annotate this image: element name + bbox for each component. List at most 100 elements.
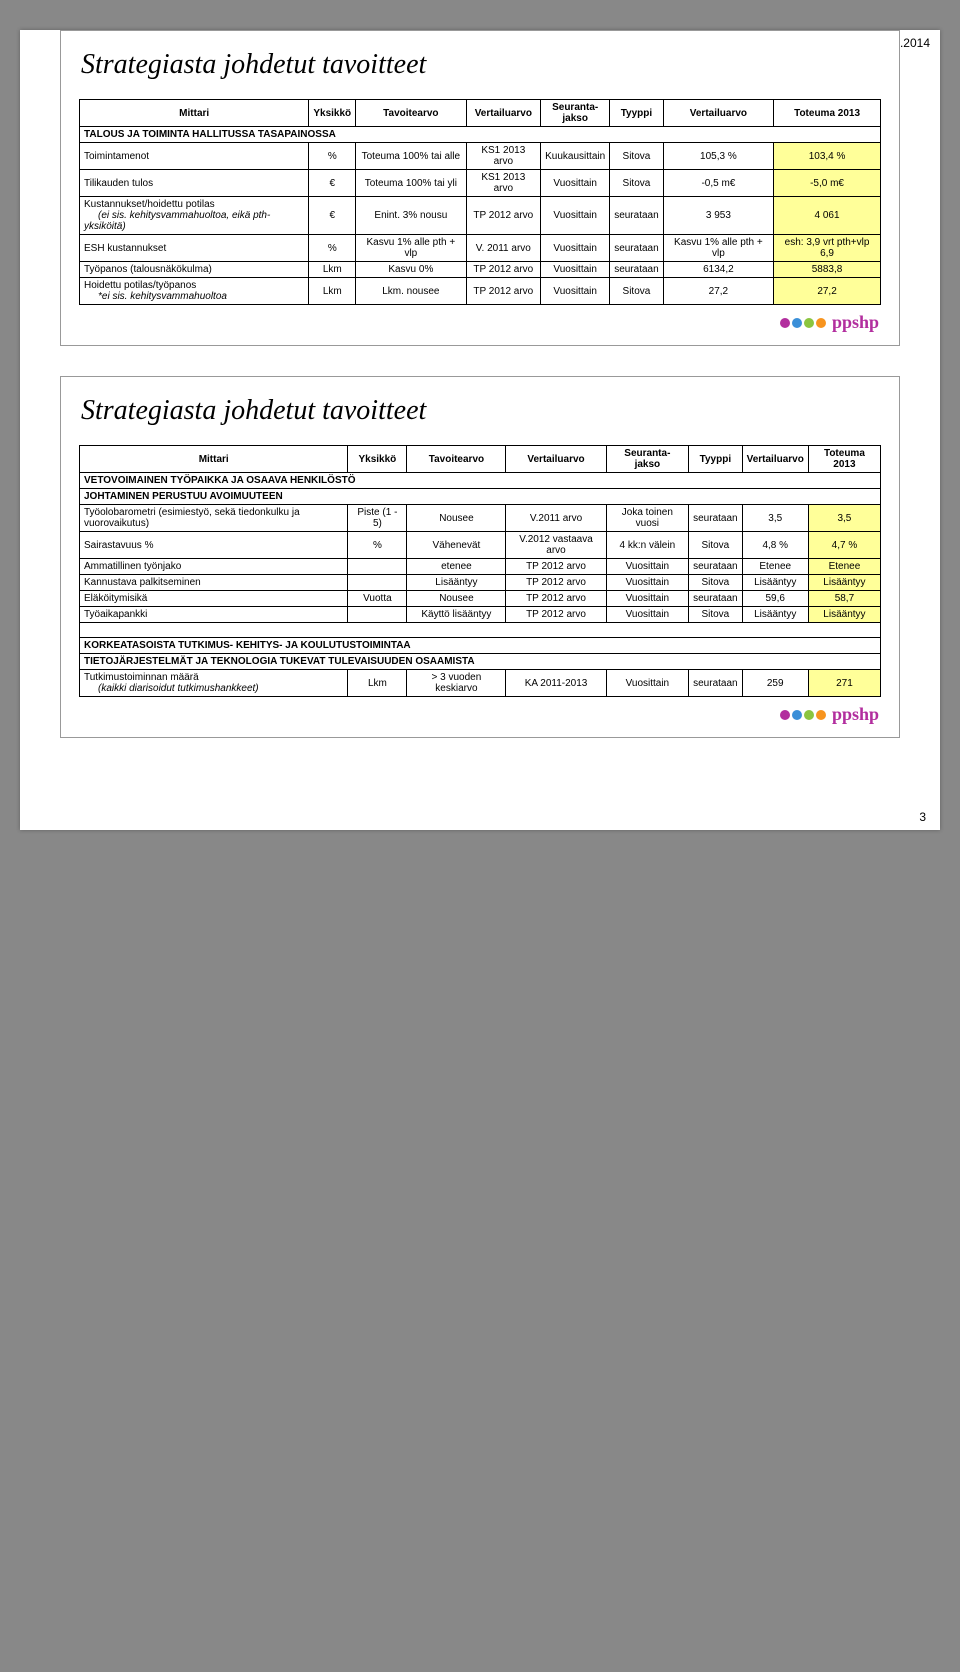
table-cell: Tilikauden tulos	[80, 170, 309, 197]
table-row: Kannustava palkitseminenLisääntyyTP 2012…	[80, 575, 881, 591]
table-cell: KA 2011-2013	[506, 670, 606, 697]
table-cell: Vuosittain	[541, 235, 610, 262]
table-cell: Kannustava palkitseminen	[80, 575, 348, 591]
table-row: Kustannukset/hoidettu potilas(ei sis. ke…	[80, 197, 881, 235]
table-cell: 4,7 %	[808, 532, 880, 559]
table-cell: V.2012 vastaava arvo	[506, 532, 606, 559]
table-header: Mittari	[80, 100, 309, 127]
table-cell: Työpanos (talousnäkökulma)	[80, 262, 309, 278]
section-row: KORKEATASOISTA TUTKIMUS- KEHITYS- JA KOU…	[80, 638, 881, 654]
table-cell: seurataan	[689, 505, 742, 532]
table-cell: Eläköitymisikä	[80, 591, 348, 607]
section-cell: VETOVOIMAINEN TYÖPAIKKA JA OSAAVA HENKIL…	[80, 473, 881, 489]
table-cell: Vuosittain	[606, 575, 689, 591]
table-cell: TP 2012 arvo	[466, 262, 541, 278]
document-page: 1.7.2014 Strategiasta johdetut tavoittee…	[20, 30, 940, 830]
table-cell: Tutkimustoiminnan määrä(kaikki diarisoid…	[80, 670, 348, 697]
logo: ppshp	[780, 704, 879, 725]
table-cell: Käyttö lisääntyy	[407, 607, 506, 623]
table-header: Tyyppi	[610, 100, 663, 127]
page-number: 3	[919, 810, 926, 824]
table-cell: TP 2012 arvo	[466, 197, 541, 235]
table-header: Toteuma 2013	[808, 446, 880, 473]
table-cell: Sairastavuus %	[80, 532, 348, 559]
table-cell: Vuosittain	[541, 278, 610, 305]
logo-dot	[804, 318, 814, 328]
table-cell: Sitova	[689, 575, 742, 591]
table-row: Tilikauden tulos€Toteuma 100% tai yliKS1…	[80, 170, 881, 197]
table-cell: Vuosittain	[606, 607, 689, 623]
table-cell: 59,6	[742, 591, 808, 607]
table-header: Tavoitearvo	[356, 100, 466, 127]
table-row: Tutkimustoiminnan määrä(kaikki diarisoid…	[80, 670, 881, 697]
table-cell: -0,5 m€	[663, 170, 773, 197]
table-row: Työpanos (talousnäkökulma)LkmKasvu 0%TP …	[80, 262, 881, 278]
table-cell: Lkm	[309, 278, 356, 305]
table-cell: Vuosittain	[541, 197, 610, 235]
table-cell: Lkm. nousee	[356, 278, 466, 305]
table-cell: Työolobarometri (esimiestyö, sekä tiedon…	[80, 505, 348, 532]
table-cell: Sitova	[689, 532, 742, 559]
table-cell: 3 953	[663, 197, 773, 235]
table-cell: KS1 2013 arvo	[466, 143, 541, 170]
table-row: Ammatillinen työnjakoeteneeTP 2012 arvoV…	[80, 559, 881, 575]
slide-2: Strategiasta johdetut tavoitteet Mittari…	[60, 376, 900, 738]
table-cell: %	[309, 143, 356, 170]
table-header: Tyyppi	[689, 446, 742, 473]
table-cell: %	[348, 532, 407, 559]
table-cell: Vuotta	[348, 591, 407, 607]
table-cell: Sitova	[689, 607, 742, 623]
table-header: Vertailuarvo	[742, 446, 808, 473]
logo-text: ppshp	[832, 312, 879, 333]
table-cell: 27,2	[774, 278, 881, 305]
section-cell: KORKEATASOISTA TUTKIMUS- KEHITYS- JA KOU…	[80, 638, 881, 654]
table-cell: TP 2012 arvo	[506, 575, 606, 591]
logo-text: ppshp	[832, 704, 879, 725]
table-cell: 5883,8	[774, 262, 881, 278]
table-cell: Lisääntyy	[808, 607, 880, 623]
table-row: Hoidettu potilas/työpanos*ei sis. kehity…	[80, 278, 881, 305]
table-cell: €	[309, 170, 356, 197]
slide-1-table: MittariYksikköTavoitearvoVertailuarvoSeu…	[79, 99, 881, 305]
table-row: Työaikapankki Käyttö lisääntyyTP 2012 arv…	[80, 607, 881, 623]
table-cell: Vuosittain	[541, 262, 610, 278]
table-cell: TP 2012 arvo	[506, 591, 606, 607]
logo-dot	[804, 710, 814, 720]
slide-1-title: Strategiasta johdetut tavoitteet	[81, 49, 881, 81]
table-header: Yksikkö	[309, 100, 356, 127]
table-cell: Vähenevät	[407, 532, 506, 559]
table-cell: Kasvu 0%	[356, 262, 466, 278]
table-cell: 3,5	[742, 505, 808, 532]
table-cell: Kasvu 1% alle pth + vlp	[663, 235, 773, 262]
section-cell: JOHTAMINEN PERUSTUU AVOIMUUTEEN	[80, 489, 881, 505]
table-cell: seurataan	[610, 197, 663, 235]
table-cell: Vuosittain	[541, 170, 610, 197]
table-cell: Kuukausittain	[541, 143, 610, 170]
table-cell: Nousee	[407, 505, 506, 532]
section-row: VETOVOIMAINEN TYÖPAIKKA JA OSAAVA HENKIL…	[80, 473, 881, 489]
table-cell: TP 2012 arvo	[506, 559, 606, 575]
section-row: TIETOJÄRJESTELMÄT JA TEKNOLOGIA TUKEVAT …	[80, 654, 881, 670]
table-cell: > 3 vuoden keskiarvo	[407, 670, 506, 697]
table-cell: etenee	[407, 559, 506, 575]
table-cell: ESH kustannukset	[80, 235, 309, 262]
table-cell: 58,7	[808, 591, 880, 607]
table-cell: Lkm	[348, 670, 407, 697]
table-cell: Hoidettu potilas/työpanos*ei sis. kehity…	[80, 278, 309, 305]
table-cell	[348, 575, 407, 591]
table-header: Tavoitearvo	[407, 446, 506, 473]
table-header: Mittari	[80, 446, 348, 473]
table-cell: Toteuma 100% tai yli	[356, 170, 466, 197]
table-cell: TP 2012 arvo	[466, 278, 541, 305]
table-cell: KS1 2013 arvo	[466, 170, 541, 197]
table-cell: 4 kk:n välein	[606, 532, 689, 559]
table-cell: 259	[742, 670, 808, 697]
table-cell: Etenee	[742, 559, 808, 575]
table-cell: TP 2012 arvo	[506, 607, 606, 623]
table-cell: Toimintamenot	[80, 143, 309, 170]
table-cell: Vuosittain	[606, 591, 689, 607]
table-cell: 271	[808, 670, 880, 697]
table-cell: Nousee	[407, 591, 506, 607]
table-cell: Työaikapankki	[80, 607, 348, 623]
table-header: Yksikkö	[348, 446, 407, 473]
